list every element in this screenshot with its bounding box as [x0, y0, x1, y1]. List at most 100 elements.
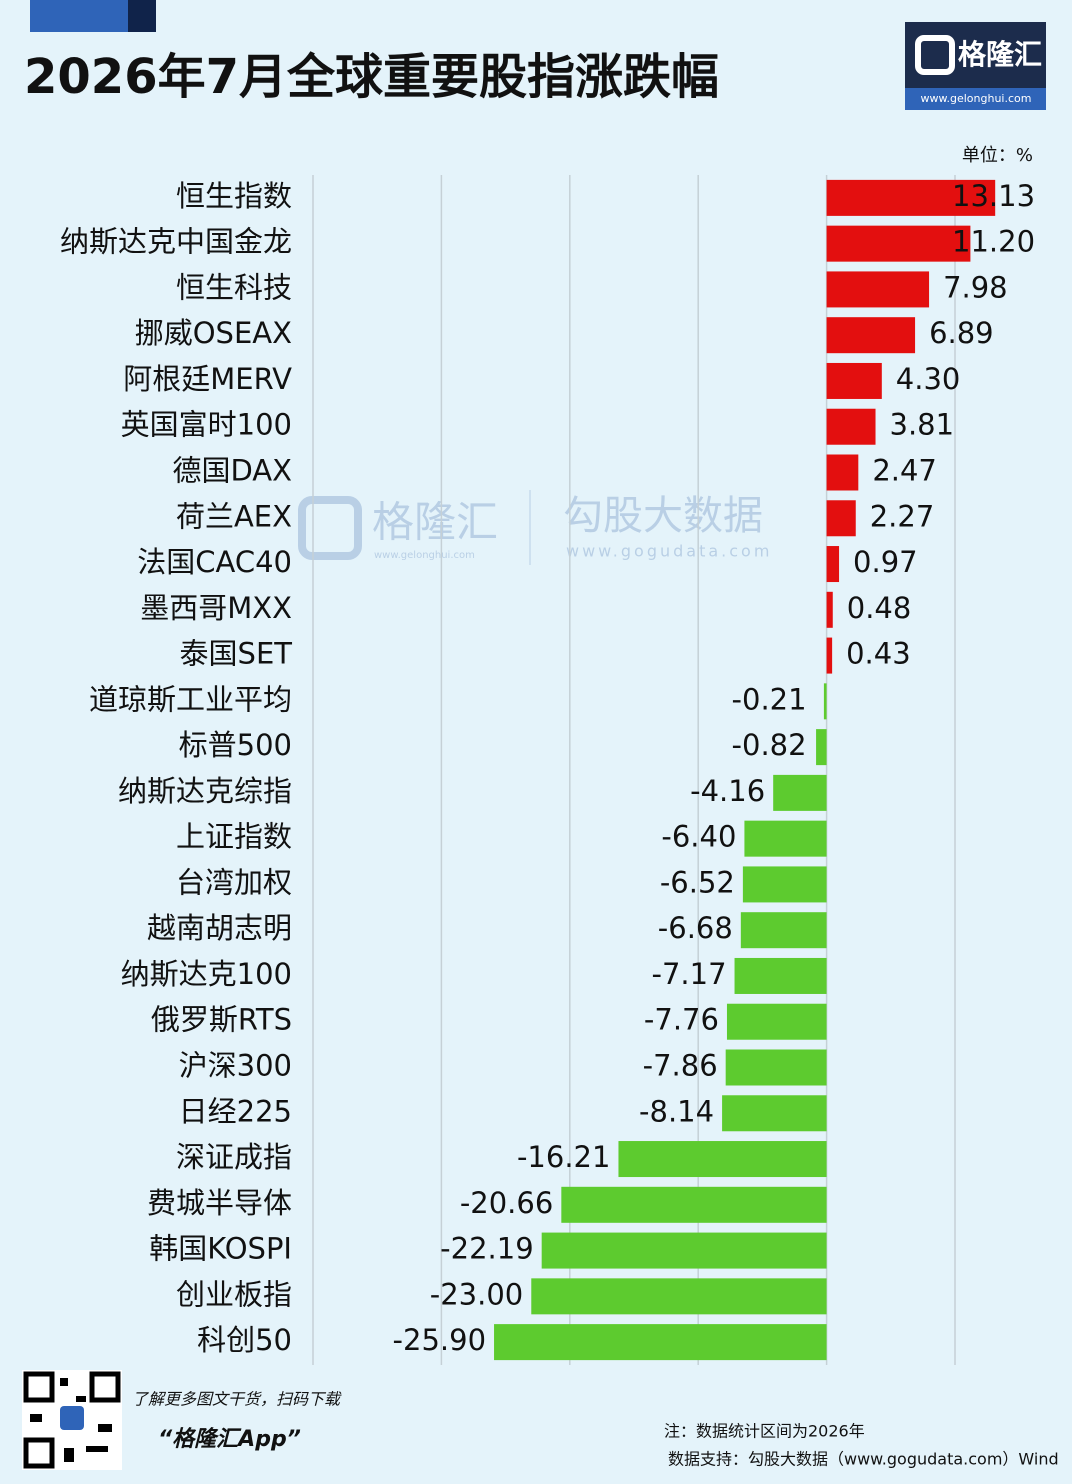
value-label: 0.43	[846, 637, 911, 671]
qr-finder	[23, 1371, 55, 1403]
watermark-data: 勾股大数据	[563, 493, 763, 539]
category-label: 韩国KOSPI	[149, 1232, 292, 1266]
value-label: 0.48	[847, 591, 912, 625]
bar	[531, 1278, 827, 1315]
value-label: -7.17	[651, 957, 726, 991]
value-label: -20.66	[460, 1186, 554, 1220]
category-label: 日经225	[179, 1094, 292, 1128]
bar	[826, 454, 859, 491]
category-label: 上证指数	[176, 820, 292, 854]
bar	[725, 1049, 827, 1086]
bar	[826, 591, 833, 628]
value-label: -7.86	[643, 1049, 718, 1083]
value-label: 3.81	[890, 408, 955, 442]
category-label: 泰国SET	[180, 637, 293, 671]
qr-finder	[23, 1437, 55, 1469]
value-label: 7.98	[943, 270, 1008, 304]
value-label: -8.14	[639, 1094, 714, 1128]
qr-dot	[86, 1446, 108, 1452]
unit-label: 单位：%	[962, 145, 1033, 166]
category-label: 阿根廷MERV	[123, 362, 292, 396]
watermark-brand-url: www.gelonghui.com	[374, 550, 475, 561]
bar	[826, 271, 930, 308]
category-label: 深证成指	[176, 1140, 292, 1174]
bar	[541, 1232, 827, 1269]
category-label: 荷兰AEX	[176, 499, 292, 533]
bar	[826, 500, 856, 537]
category-label: 道琼斯工业平均	[89, 682, 292, 716]
value-label: 4.30	[896, 362, 961, 396]
bar	[773, 774, 827, 811]
category-label: 英国富时100	[121, 408, 292, 442]
logo-icon	[915, 35, 955, 75]
value-label: 6.89	[929, 316, 994, 350]
bar	[618, 1141, 827, 1178]
value-label: -6.40	[661, 820, 736, 854]
footer-source: 数据支持：勾股大数据（www.gogudata.com）Wind	[668, 1450, 1059, 1469]
value-label: -4.16	[690, 774, 765, 808]
plot: 恒生指数 13.13 纳斯达克中国金龙 11.20 恒生科技 7.98 挪威OSEAX 6.8…	[60, 175, 1035, 1365]
value-label: 13.13	[952, 179, 1035, 213]
qr-dot	[76, 1396, 86, 1402]
category-label: 墨西哥MXX	[140, 591, 292, 625]
value-label: -0.82	[732, 728, 807, 762]
logo-text: 格隆汇	[958, 38, 1042, 71]
value-label: 2.47	[872, 454, 937, 488]
watermark-icon	[298, 496, 362, 560]
category-label: 创业板指	[176, 1277, 292, 1311]
bar	[740, 912, 827, 949]
value-label: 2.27	[870, 499, 935, 533]
bar	[722, 1095, 827, 1132]
deco-block	[30, 0, 128, 32]
bar	[826, 317, 916, 354]
category-label: 费城半导体	[147, 1186, 292, 1220]
category-label: 法国CAC40	[137, 545, 292, 579]
category-label: 科创50	[197, 1323, 292, 1357]
category-label: 台湾加权	[176, 865, 292, 899]
watermark: 格隆汇 www.gelonghui.com 勾股大数据 www.gogudata…	[298, 490, 772, 565]
category-label: 纳斯达克中国金龙	[60, 225, 292, 259]
logo-band	[905, 88, 1046, 110]
deco-block	[128, 0, 156, 32]
category-label: 越南胡志明	[147, 911, 292, 945]
qr-finder	[89, 1371, 121, 1403]
value-label: 0.97	[853, 545, 918, 579]
value-label: -6.68	[658, 911, 733, 945]
bar	[742, 866, 827, 903]
value-label: 11.20	[952, 225, 1035, 259]
qr-dot	[64, 1448, 74, 1462]
category-label: 标普500	[179, 728, 292, 762]
value-label: -0.21	[732, 682, 807, 716]
bar	[826, 362, 882, 399]
value-label: -23.00	[430, 1277, 524, 1311]
footer-note: 注：数据统计区间为2026年	[664, 1422, 865, 1441]
watermark-brand: 格隆汇	[372, 498, 498, 547]
bar	[561, 1186, 827, 1223]
category-label: 沪深300	[179, 1049, 292, 1083]
bar	[823, 683, 827, 720]
bar	[744, 820, 827, 857]
bar	[734, 957, 827, 994]
qr-logo	[60, 1406, 84, 1430]
value-label: -6.52	[660, 865, 735, 899]
value-label: -25.90	[393, 1323, 487, 1357]
bar	[826, 637, 833, 674]
bar	[494, 1324, 827, 1361]
qr-code	[22, 1370, 122, 1470]
category-label: 俄罗斯RTS	[151, 1003, 292, 1037]
footer-app: “格隆汇App”	[158, 1427, 301, 1452]
category-label: 挪威OSEAX	[135, 316, 292, 350]
category-label: 恒生科技	[176, 270, 292, 304]
chart-title: 2026年7月全球重要股指涨跌幅	[24, 49, 719, 105]
value-label: -16.21	[517, 1140, 611, 1174]
category-label: 纳斯达克100	[121, 957, 292, 991]
bar	[826, 225, 971, 262]
bar	[826, 408, 876, 445]
value-label: -7.76	[644, 1003, 719, 1037]
qr-dot	[30, 1414, 42, 1422]
qr-dot	[60, 1378, 68, 1386]
watermark-data-url: www.gogudata.com	[566, 542, 772, 561]
logo-url: www.gelonghui.com	[921, 92, 1032, 105]
